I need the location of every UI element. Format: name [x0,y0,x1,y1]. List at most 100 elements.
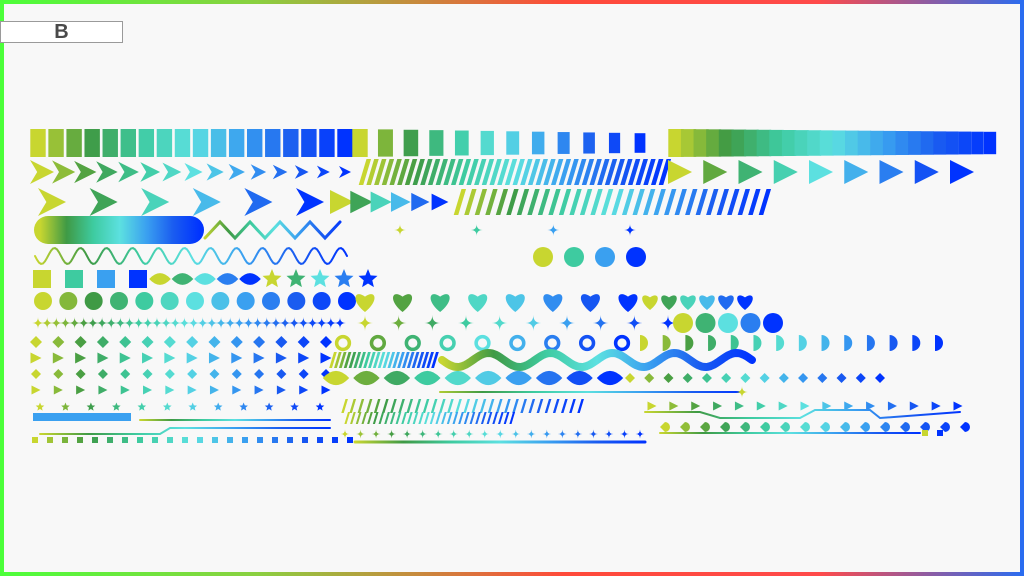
stripe-mark [453,189,467,215]
diamond-mark [855,373,866,383]
crescent-mark [415,385,423,399]
half-moon-mark [798,335,807,351]
circle-mark [533,247,553,267]
triangle-mark [232,385,242,395]
stripe-mark [590,189,603,215]
stripe-mark [558,189,572,215]
chevron-mark [52,160,76,184]
star-mark [163,402,172,411]
drop-mark [780,422,790,432]
stripe-mark [452,412,459,424]
stripe-mark [358,159,372,185]
half-moon-mark [889,335,898,351]
ring-mark [613,334,631,352]
star-mark [112,402,121,411]
chevron-mark [140,162,161,182]
stripe-mark [566,159,579,185]
sparkle-mark [77,317,90,329]
bar-mark [301,129,317,157]
sparkle-mark [394,224,406,236]
triangle-mark [31,385,41,395]
stripe-mark [574,159,587,185]
stripe-mark [389,159,402,185]
chevron-mark [250,164,267,180]
zigzag-line [203,219,342,241]
drop-mark [860,422,870,432]
diamond-mark [230,336,243,348]
chevron-mark [272,164,288,180]
stripe-mark [635,159,648,185]
sparkle-mark [357,315,373,331]
heart-mark [393,294,413,312]
stripe-mark [528,399,536,413]
chevron-mark [30,160,54,184]
star-mark [35,402,45,411]
diamond-mark [721,373,732,383]
leaf-mark [149,273,171,285]
leaf-mark [216,273,239,285]
diamond-mark [798,373,809,383]
square-mark [212,437,218,443]
sparkle-mark [334,317,346,329]
bar-mark [48,129,64,157]
triangle-mark [370,191,392,213]
stripe-mark [506,189,519,215]
chevron-mark [294,165,309,179]
stripe-mark [632,189,645,215]
stripe-mark [418,412,425,424]
crescent-mark [490,247,501,267]
sparkle-mark [141,317,154,329]
triangle-mark [914,160,939,184]
circle-mark [287,292,306,310]
bar-mark [506,131,520,155]
sparkle-mark [480,429,490,439]
chevron-mark [118,161,139,183]
chevron-mark [244,188,273,216]
drop-mark [920,422,930,432]
sparkle-mark [279,317,292,329]
square-mark [152,437,158,443]
circle-mark [186,292,204,310]
bar-mark [247,129,263,157]
sparkle-mark [592,315,609,331]
stripe-mark [643,189,656,215]
stripe-mark [401,412,407,424]
stripe-mark [685,189,698,215]
chevron-mark [141,188,170,216]
stripe-mark [431,352,439,368]
sparkle-mark [604,429,614,439]
circle-mark [740,313,761,333]
stripe-mark [579,189,593,215]
circle-mark [564,247,584,267]
bar-mark [583,132,595,154]
square-mark [302,437,308,443]
triangle-mark [809,160,833,184]
stripe-mark [466,159,479,185]
stripe-mark [653,189,666,215]
triangle-mark [165,385,175,395]
crescent-mark [518,247,528,267]
sparkle-mark [495,429,505,439]
circle-mark [673,313,693,333]
crescent-mark [353,385,361,399]
sparkle-mark [356,429,366,439]
bar-mark [403,129,419,157]
sine-wave-line [34,247,348,265]
diamond-mark [682,373,693,383]
crescent-mark [463,247,473,267]
star-mark [358,269,378,288]
triangle-mark [778,401,788,411]
diamond-mark [53,369,64,379]
sparkle-mark [68,317,81,329]
sparkle-mark [542,429,552,439]
stripe-mark [422,399,430,413]
diamond-mark [163,336,176,348]
stripe-mark [597,159,610,185]
ring-mark [474,334,491,352]
square-mark [47,437,53,443]
bar-mark [680,129,697,157]
triangle-mark [713,401,723,411]
star-mark [262,269,282,288]
drop-mark [800,422,810,432]
stripe-mark [361,412,368,424]
